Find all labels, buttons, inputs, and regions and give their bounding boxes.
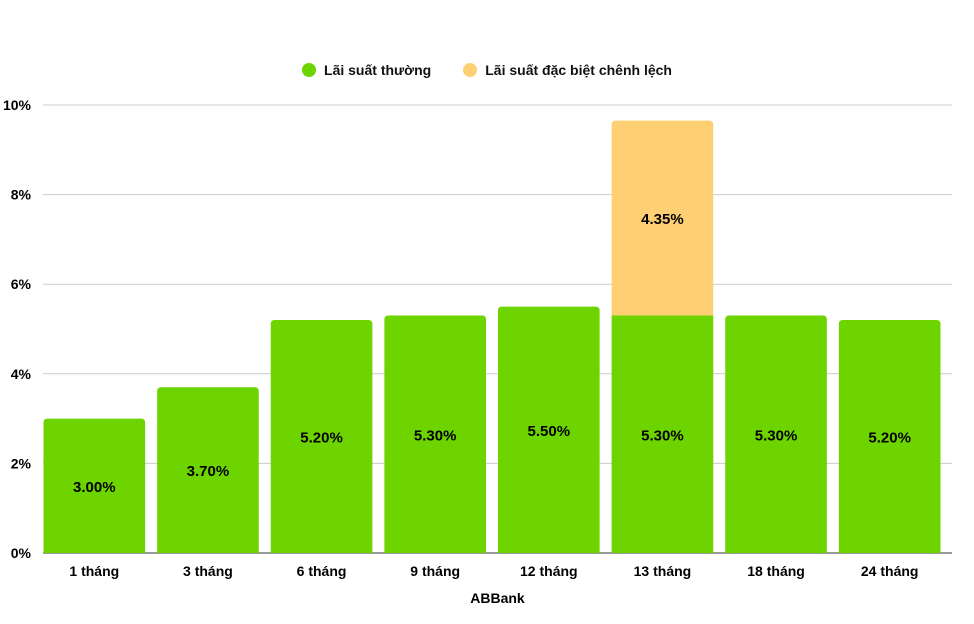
x-tick-label: 18 tháng — [747, 563, 805, 579]
bar-segment — [725, 315, 827, 553]
y-tick-label: 10% — [3, 97, 32, 113]
legend-dot-special — [463, 63, 478, 77]
bar-segment — [43, 418, 146, 553]
bar-segment — [270, 320, 373, 553]
bar-segment — [611, 120, 714, 316]
data-label: 3.00% — [73, 479, 116, 496]
data-label: 4.35% — [641, 211, 684, 228]
legend-label-special: Lãi suất đặc biệt chênh lệch — [485, 62, 672, 78]
bar-segment — [838, 320, 941, 553]
data-label: 5.20% — [300, 430, 343, 447]
data-label: 5.30% — [755, 427, 798, 444]
y-tick-label: 2% — [11, 455, 32, 471]
x-axis-label: ABBank — [470, 590, 525, 606]
x-tick-label: 12 tháng — [520, 563, 578, 579]
x-tick-label: 3 tháng — [183, 563, 233, 579]
bar-segment — [384, 315, 486, 553]
data-label: 5.30% — [641, 427, 684, 444]
data-label: 5.50% — [528, 423, 571, 440]
y-tick-label: 8% — [11, 187, 32, 203]
legend-item-special: Lãi suất đặc biệt chênh lệch — [463, 62, 672, 78]
x-tick-label: 6 tháng — [297, 563, 347, 579]
y-tick-label: 6% — [11, 276, 32, 292]
x-tick-label: 24 tháng — [861, 563, 919, 579]
legend-item-regular: Lãi suất thường — [302, 62, 431, 78]
x-tick-label: 9 tháng — [410, 563, 460, 579]
x-tick-label: 1 tháng — [69, 563, 119, 579]
legend-label-regular: Lãi suất thường — [324, 62, 432, 78]
bar-segment — [611, 315, 714, 553]
bar-segment — [498, 306, 600, 553]
y-tick-label: 0% — [11, 545, 32, 561]
data-label: 5.30% — [414, 427, 457, 444]
chart-legend: Lãi suất thường Lãi suất đặc biệt chênh … — [0, 62, 974, 78]
data-label: 5.20% — [868, 430, 911, 447]
data-label: 3.70% — [187, 463, 230, 480]
y-tick-label: 4% — [11, 366, 32, 382]
legend-dot-regular — [302, 63, 317, 77]
x-tick-label: 13 tháng — [634, 563, 692, 579]
bar-segment — [157, 387, 259, 553]
